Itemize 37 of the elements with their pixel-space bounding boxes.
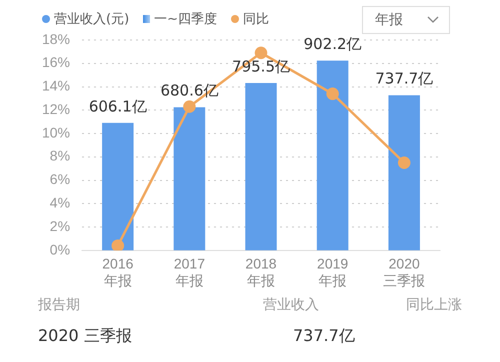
legend-label: 营业收入(元) — [54, 11, 130, 28]
point — [398, 156, 410, 169]
y-tick-label: 6% — [50, 171, 70, 188]
text: 同比上涨 — [406, 296, 462, 314]
bar — [316, 60, 348, 250]
y-tick-label: 0% — [50, 241, 70, 258]
data-label: 737.7亿 — [375, 70, 434, 88]
text: 报告期 — [38, 296, 80, 314]
x-tick-label: 2020 三季报 — [383, 256, 426, 288]
data-label: 606.1亿 — [88, 97, 147, 116]
y-tick-label: 18% — [42, 30, 70, 47]
text: 737.7亿 — [293, 326, 355, 347]
y-tick-label: 10% — [42, 124, 70, 140]
x-tick-label: 2018 年报 — [245, 256, 277, 288]
x-tick-label: 2016 年报 — [102, 256, 134, 288]
y-tick-label: 16% — [42, 54, 70, 70]
bar — [245, 83, 277, 250]
legend-label: 同比 — [243, 11, 270, 28]
data-label: 902.2亿 — [304, 34, 362, 53]
y-tick-label: 14% — [42, 78, 70, 94]
text: 一~四季度 — [154, 11, 218, 28]
x-tick-label: 2017 年报 — [174, 256, 206, 288]
y-tick-label: 8% — [50, 148, 70, 164]
bar — [102, 122, 134, 250]
y-tick-label: 4% — [50, 194, 70, 211]
bar — [388, 95, 420, 250]
point — [326, 88, 339, 100]
text: 2020 三季报 — [38, 326, 132, 347]
point — [254, 46, 268, 60]
point — [183, 100, 196, 113]
text: 营业收入 — [263, 296, 319, 314]
text: 年报 — [375, 12, 403, 28]
y-tick-label: 2% — [50, 218, 70, 234]
point — [112, 239, 124, 250]
x-tick-label: 2019 年报 — [317, 256, 348, 288]
y-tick-label: 12% — [42, 100, 70, 117]
bar — [174, 107, 206, 250]
